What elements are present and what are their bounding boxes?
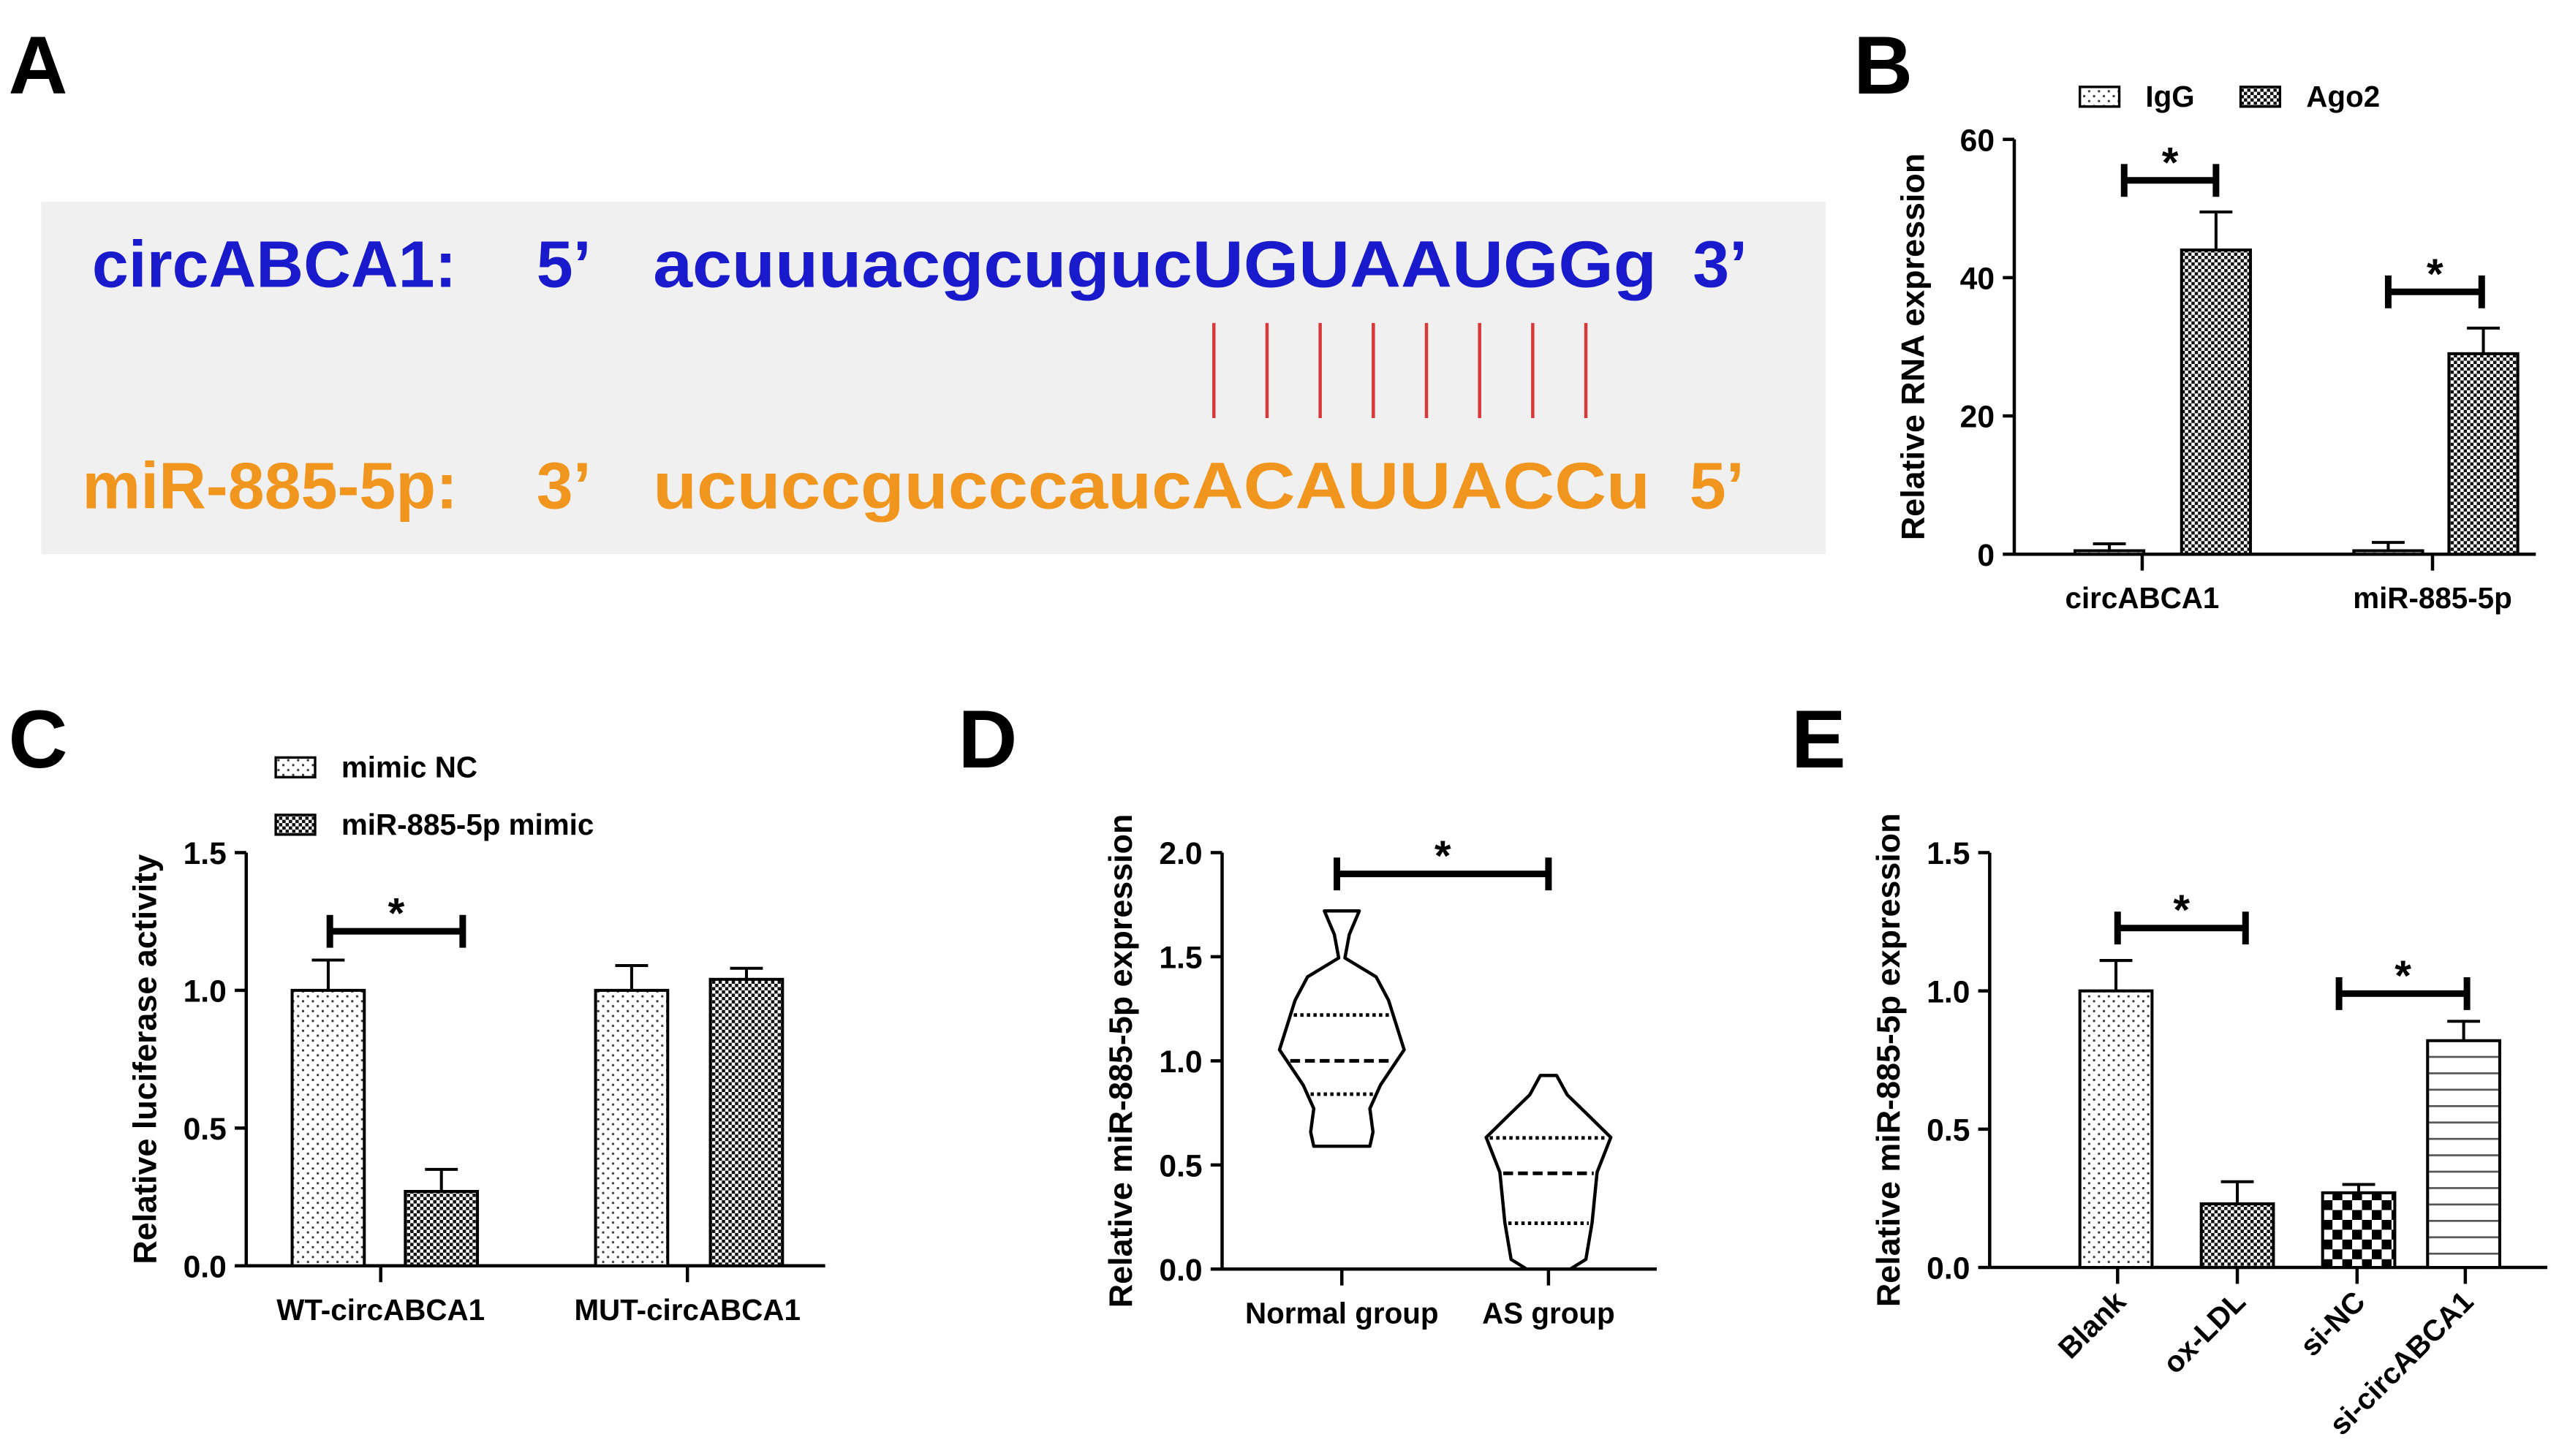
circabca1-prime-right: 3’ xyxy=(1693,229,1747,302)
y-tick-label: 1.0 xyxy=(1159,1044,1202,1080)
legend-swatch xyxy=(2239,86,2282,108)
x-tick-label: MUT-circABCA1 xyxy=(574,1293,800,1327)
bar xyxy=(290,988,366,1267)
bar xyxy=(2078,989,2154,1270)
y-tick-label: 0.0 xyxy=(184,1249,227,1284)
bar xyxy=(2426,1039,2501,1270)
panel-label-a: A xyxy=(8,19,67,111)
legend-label: miR-885-5p mimic xyxy=(341,808,594,841)
y-tick-label: 20 xyxy=(1960,400,1995,435)
legend-label: IgG xyxy=(2145,80,2194,113)
x-tick-label: Normal group xyxy=(1245,1296,1439,1330)
panel-a: A circABCA1: 5’ acuuuacgcugucUGUAAUGGg 3… xyxy=(8,19,1826,555)
panel-label-e: E xyxy=(1791,693,1846,785)
base-pair-lines xyxy=(1212,322,1588,419)
y-tick-label: 1.5 xyxy=(184,836,227,871)
chart-c: 0.0 0.5 1.0 1.5 Relative luciferase activity… xyxy=(126,750,825,1327)
y-tick-label: 2.0 xyxy=(1159,836,1202,871)
y-tick-label: 0 xyxy=(1977,538,1995,573)
panel-label-b: B xyxy=(1853,19,1913,111)
panel-label-d: D xyxy=(958,693,1017,785)
mir-name: miR-885-5p: xyxy=(82,450,458,523)
legend-label: Ago2 xyxy=(2306,80,2380,113)
mir-prime-right: 5’ xyxy=(1690,450,1745,523)
significance-star: * xyxy=(388,890,405,938)
bar xyxy=(2321,1191,2397,1270)
y-axis-label: Relative miR-885-5p expression xyxy=(1870,813,1907,1307)
chart-d: 0.0 0.5 1.0 1.5 2.0 Relative miR-885-5p expre… xyxy=(1102,814,1657,1330)
legend-label: mimic NC xyxy=(341,750,477,784)
bar xyxy=(2352,549,2424,556)
x-tick-label: Blank xyxy=(2052,1284,2133,1365)
y-tick-label: 0.5 xyxy=(1927,1113,1970,1148)
chart-b: 0 20 40 60 Relative RNA expression circABCA1 m… xyxy=(1894,80,2536,615)
panel-label-c: C xyxy=(8,693,67,785)
mir-sequence: ucuccgucccaucACAUUACCu xyxy=(653,450,1650,523)
significance-star: * xyxy=(2394,952,2411,1000)
y-tick-label: 0.0 xyxy=(1927,1251,1970,1286)
y-tick-label: 40 xyxy=(1960,262,1995,297)
circabca1-name: circABCA1: xyxy=(92,229,457,302)
significance-star: * xyxy=(2173,887,2190,934)
significance-star: * xyxy=(1435,833,1451,880)
x-tick-label: miR-885-5p xyxy=(2353,581,2512,615)
legend-swatch xyxy=(274,756,317,778)
circabca1-prime-left: 5’ xyxy=(537,229,591,302)
mir-sequence-line: miR-885-5p: 3’ ucuccgucccaucACAUUACCu 5’ xyxy=(82,450,1744,523)
y-tick-label: 1.0 xyxy=(184,974,227,1009)
mir-prime-left: 3’ xyxy=(537,450,591,523)
bar xyxy=(708,977,785,1267)
x-tick-label: circABCA1 xyxy=(2065,581,2220,615)
y-tick-label: 0.5 xyxy=(1159,1149,1202,1184)
y-tick-label: 0.5 xyxy=(184,1112,227,1147)
legend-swatch xyxy=(274,814,317,836)
circabca1-sequence: acuuuacgcugucUGUAAUGGg xyxy=(653,229,1657,302)
bar xyxy=(594,988,670,1267)
chart-e: 0.0 0.5 1.0 1.5 Relative miR-885-5p expressi… xyxy=(1870,813,2548,1441)
bar xyxy=(2447,352,2520,556)
y-tick-label: 60 xyxy=(1960,123,1995,158)
x-tick-label: AS group xyxy=(1482,1296,1615,1330)
bar xyxy=(2180,249,2253,556)
y-tick-label: 1.5 xyxy=(1159,941,1202,976)
legend-swatch xyxy=(2079,86,2121,108)
significance-star: * xyxy=(2162,139,2179,186)
y-axis-label: Relative luciferase activity xyxy=(126,854,163,1264)
y-axis-label: Relative miR-885-5p expression xyxy=(1102,814,1139,1308)
bar xyxy=(2073,549,2146,556)
significance-star: * xyxy=(2427,251,2443,298)
y-axis-label: Relative RNA expression xyxy=(1894,153,1932,540)
y-tick-label: 1.0 xyxy=(1927,974,1970,1009)
bar xyxy=(404,1190,480,1267)
circabca1-sequence-line: circABCA1: 5’ acuuuacgcugucUGUAAUGGg 3’ xyxy=(92,229,1747,302)
x-tick-label: WT-circABCA1 xyxy=(276,1293,485,1327)
x-tick-label: ox-LDL xyxy=(2156,1284,2252,1380)
bar xyxy=(2199,1202,2275,1270)
violin xyxy=(1277,909,1406,1148)
x-tick-label: si-NC xyxy=(2294,1284,2372,1362)
y-tick-label: 1.5 xyxy=(1927,836,1970,871)
y-tick-label: 0.0 xyxy=(1159,1253,1202,1288)
sequence-box xyxy=(41,201,1826,555)
